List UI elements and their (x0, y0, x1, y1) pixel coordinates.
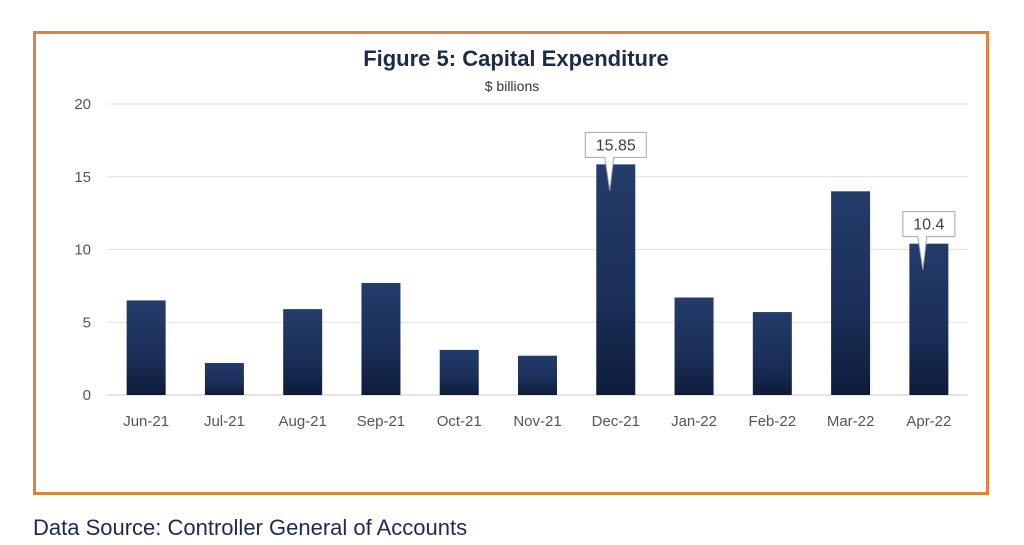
bar-feb-22 (752, 312, 792, 395)
chart-frame (33, 31, 989, 495)
x-tick-label: Aug-21 (278, 413, 326, 430)
x-tick-label: Jul-21 (204, 413, 245, 430)
chart-subtitle: $ billions (485, 78, 539, 94)
bar-jun-21 (126, 300, 166, 395)
x-tick-label: Jan-22 (671, 413, 717, 430)
callout-dec-21: 15.85 (584, 131, 647, 191)
bar-jul-21 (204, 362, 244, 395)
y-axis-ticks: 0 5 10 15 20 (74, 96, 91, 404)
y-tick-label: 0 (83, 387, 91, 404)
data-label: 10.4 (913, 217, 944, 234)
x-tick-label: Apr-22 (906, 413, 951, 430)
x-axis-ticks: Jun-21 Jul-21 Aug-21 Sep-21 Oct-21 Nov-21 Dec-… (123, 413, 951, 430)
x-tick-label: Feb-22 (749, 413, 797, 430)
callout-box (584, 131, 647, 191)
gridlines (107, 103, 968, 396)
y-tick-label: 15 (74, 169, 91, 186)
bar-oct-21 (439, 349, 479, 395)
callout-box (902, 211, 956, 270)
x-tick-label: Mar-22 (827, 413, 875, 430)
bar-nov-21 (518, 355, 557, 395)
x-tick-label: Dec-21 (592, 413, 640, 430)
callout-apr-22: 10.4 (902, 211, 956, 270)
y-tick-label: 10 (74, 242, 91, 259)
x-tick-label: Oct-21 (437, 413, 482, 430)
y-tick-label: 20 (74, 96, 91, 113)
bar-jan-22 (674, 297, 714, 395)
bars (126, 164, 949, 395)
bar-apr-22 (909, 243, 949, 395)
x-tick-label: Nov-21 (513, 413, 561, 430)
bar-aug-21 (283, 309, 323, 395)
y-tick-label: 5 (83, 314, 91, 331)
bar-dec-21 (596, 164, 636, 395)
x-tick-label: Sep-21 (357, 413, 405, 430)
bar-sep-21 (361, 282, 401, 395)
chart-title: Figure 5: Capital Expenditure (363, 46, 669, 71)
data-source-note: Data Source: Controller General of Accou… (33, 515, 468, 540)
x-tick-label: Jun-21 (123, 413, 169, 430)
data-callouts: 15.85 10.4 (584, 131, 956, 270)
data-label: 15.85 (596, 137, 636, 154)
bar-mar-22 (831, 191, 871, 395)
